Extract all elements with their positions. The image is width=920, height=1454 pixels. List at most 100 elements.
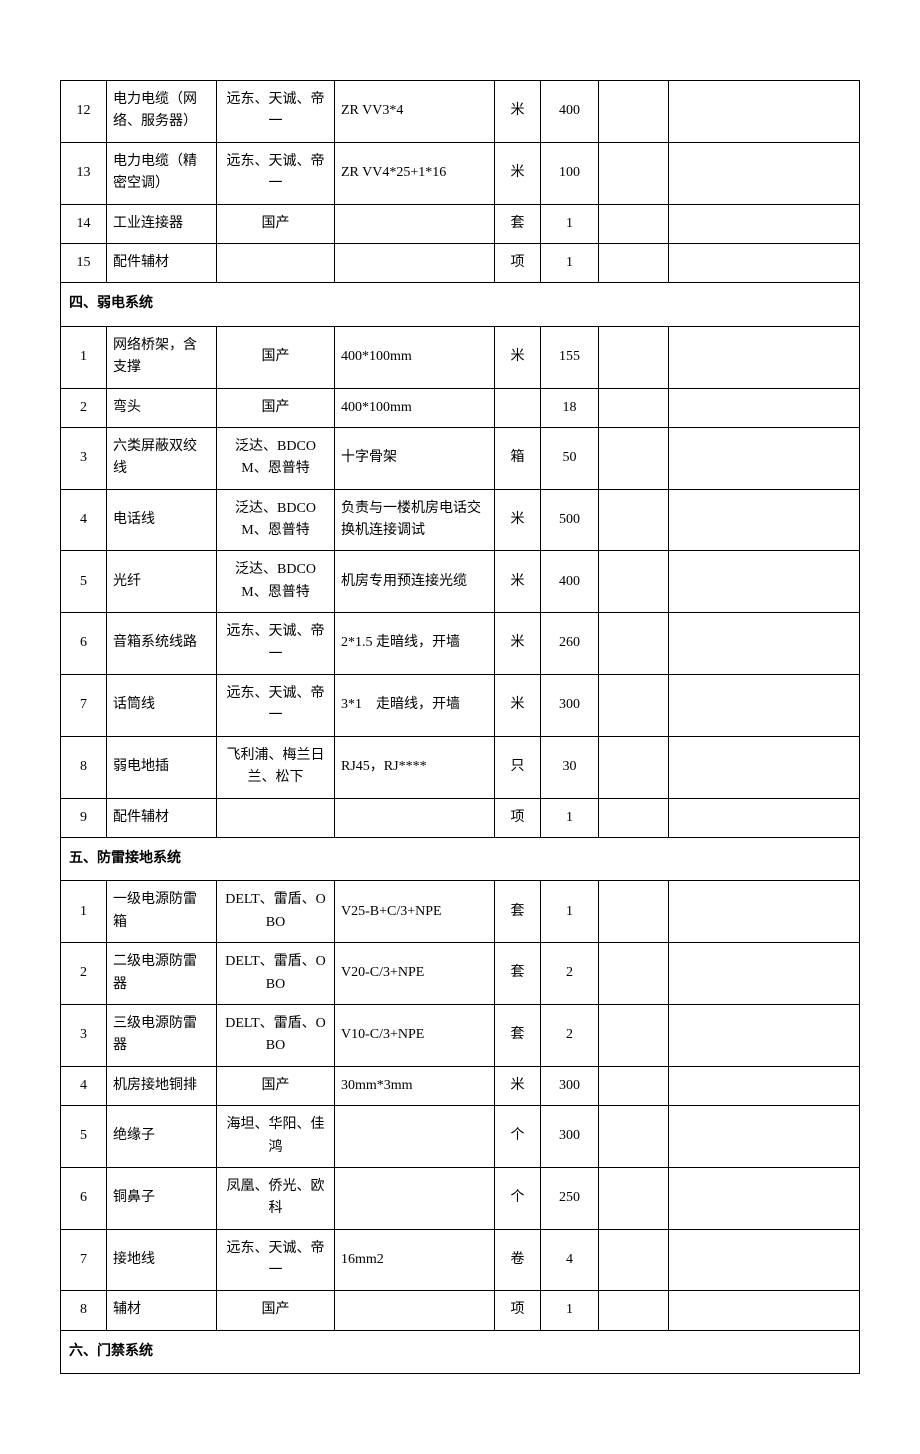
- table-row: 14 工业连接器 国产 套 1: [61, 204, 860, 243]
- table-row: 1 一级电源防雷箱 DELT、雷盾、OBO V25-B+C/3+NPE 套 1: [61, 881, 860, 943]
- section-header-row: 五、防雷接地系统: [61, 837, 860, 880]
- cell-brand: DELT、雷盾、OBO: [217, 1004, 335, 1066]
- cell-extra: [599, 1229, 669, 1291]
- cell-extra: [599, 489, 669, 551]
- cell-extra: [599, 326, 669, 388]
- table-row: 7 接地线 远东、天诚、帝一 16mm2 卷 4: [61, 1229, 860, 1291]
- cell-qty: 30: [541, 736, 599, 798]
- cell-extra: [599, 243, 669, 282]
- cell-brand: 国产: [217, 326, 335, 388]
- cell-extra: [669, 1229, 860, 1291]
- table-row: 4 机房接地铜排 国产 30mm*3mm 米 300: [61, 1066, 860, 1105]
- cell-brand: 泛达、BDCOM、恩普特: [217, 427, 335, 489]
- cell-qty: 400: [541, 81, 599, 143]
- cell-extra: [669, 613, 860, 675]
- cell-qty: 400: [541, 551, 599, 613]
- cell-extra: [599, 943, 669, 1005]
- cell-brand: [217, 243, 335, 282]
- cell-num: 5: [61, 1106, 107, 1168]
- cell-brand: 远东、天诚、帝一: [217, 142, 335, 204]
- cell-brand: 远东、天诚、帝一: [217, 675, 335, 737]
- cell-spec: 十字骨架: [335, 427, 495, 489]
- section-title: 五、防雷接地系统: [61, 837, 860, 880]
- cell-num: 2: [61, 943, 107, 1005]
- cell-name: 一级电源防雷箱: [107, 881, 217, 943]
- table-row: 8 弱电地插 飞利浦、梅兰日兰、松下 RJ45，RJ**** 只 30: [61, 736, 860, 798]
- cell-extra: [599, 388, 669, 427]
- cell-extra: [599, 798, 669, 837]
- table-row: 9 配件辅材 项 1: [61, 798, 860, 837]
- table-row: 5 绝缘子 海坦、华阳、佳鸿 个 300: [61, 1106, 860, 1168]
- spec-table: 12 电力电缆（网络、服务器） 远东、天诚、帝一 ZR VV3*4 米 400 …: [60, 80, 860, 1374]
- cell-qty: 1: [541, 1291, 599, 1330]
- cell-name: 弯头: [107, 388, 217, 427]
- cell-qty: 4: [541, 1229, 599, 1291]
- table-row: 7 话筒线 远东、天诚、帝一 3*1 走暗线，开墙 米 300: [61, 675, 860, 737]
- cell-qty: 300: [541, 1106, 599, 1168]
- cell-num: 5: [61, 551, 107, 613]
- cell-brand: 国产: [217, 1291, 335, 1330]
- cell-name: 弱电地插: [107, 736, 217, 798]
- table-row: 1 网络桥架，含支撑 国产 400*100mm 米 155: [61, 326, 860, 388]
- cell-extra: [669, 675, 860, 737]
- cell-extra: [599, 204, 669, 243]
- cell-num: 1: [61, 881, 107, 943]
- cell-unit: 套: [495, 881, 541, 943]
- cell-unit: 米: [495, 551, 541, 613]
- table-row: 8 辅材 国产 项 1: [61, 1291, 860, 1330]
- cell-brand: 国产: [217, 204, 335, 243]
- cell-name: 六类屏蔽双绞线: [107, 427, 217, 489]
- table-row: 5 光纤 泛达、BDCOM、恩普特 机房专用预连接光缆 米 400: [61, 551, 860, 613]
- table-row: 2 二级电源防雷器 DELT、雷盾、OBO V20-C/3+NPE 套 2: [61, 943, 860, 1005]
- cell-extra: [669, 427, 860, 489]
- cell-unit: 米: [495, 326, 541, 388]
- cell-extra: [669, 1106, 860, 1168]
- cell-unit: 只: [495, 736, 541, 798]
- cell-name: 二级电源防雷器: [107, 943, 217, 1005]
- cell-extra: [669, 388, 860, 427]
- cell-unit: 米: [495, 142, 541, 204]
- cell-brand: 远东、天诚、帝一: [217, 81, 335, 143]
- cell-qty: 1: [541, 204, 599, 243]
- table-row: 13 电力电缆（精密空调） 远东、天诚、帝一 ZR VV4*25+1*16 米 …: [61, 142, 860, 204]
- cell-num: 4: [61, 489, 107, 551]
- section-title: 六、门禁系统: [61, 1330, 860, 1373]
- cell-num: 4: [61, 1066, 107, 1105]
- cell-extra: [669, 1066, 860, 1105]
- table-row: 3 三级电源防雷器 DELT、雷盾、OBO V10-C/3+NPE 套 2: [61, 1004, 860, 1066]
- cell-num: 12: [61, 81, 107, 143]
- cell-spec: [335, 1291, 495, 1330]
- table-row: 6 铜鼻子 凤凰、侨光、欧科 个 250: [61, 1167, 860, 1229]
- cell-unit: 个: [495, 1167, 541, 1229]
- cell-spec: 2*1.5 走暗线，开墙: [335, 613, 495, 675]
- cell-unit: 项: [495, 1291, 541, 1330]
- cell-num: 3: [61, 427, 107, 489]
- section-header-row: 四、弱电系统: [61, 283, 860, 326]
- cell-extra: [599, 736, 669, 798]
- cell-brand: DELT、雷盾、OBO: [217, 881, 335, 943]
- cell-extra: [669, 881, 860, 943]
- cell-qty: 1: [541, 243, 599, 282]
- cell-unit: 箱: [495, 427, 541, 489]
- cell-spec: 400*100mm: [335, 326, 495, 388]
- cell-num: 13: [61, 142, 107, 204]
- cell-qty: 260: [541, 613, 599, 675]
- cell-num: 7: [61, 1229, 107, 1291]
- cell-extra: [599, 1106, 669, 1168]
- cell-extra: [669, 204, 860, 243]
- cell-extra: [599, 551, 669, 613]
- cell-name: 配件辅材: [107, 798, 217, 837]
- cell-qty: 18: [541, 388, 599, 427]
- cell-name: 绝缘子: [107, 1106, 217, 1168]
- table-row: 4 电话线 泛达、BDCOM、恩普特 负责与一楼机房电话交换机连接调试 米 50…: [61, 489, 860, 551]
- cell-spec: 400*100mm: [335, 388, 495, 427]
- cell-unit: 米: [495, 81, 541, 143]
- cell-qty: 100: [541, 142, 599, 204]
- section-title: 四、弱电系统: [61, 283, 860, 326]
- cell-name: 光纤: [107, 551, 217, 613]
- cell-extra: [669, 326, 860, 388]
- cell-extra: [669, 1167, 860, 1229]
- cell-brand: 泛达、BDCOM、恩普特: [217, 489, 335, 551]
- cell-num: 6: [61, 613, 107, 675]
- cell-name: 音箱系统线路: [107, 613, 217, 675]
